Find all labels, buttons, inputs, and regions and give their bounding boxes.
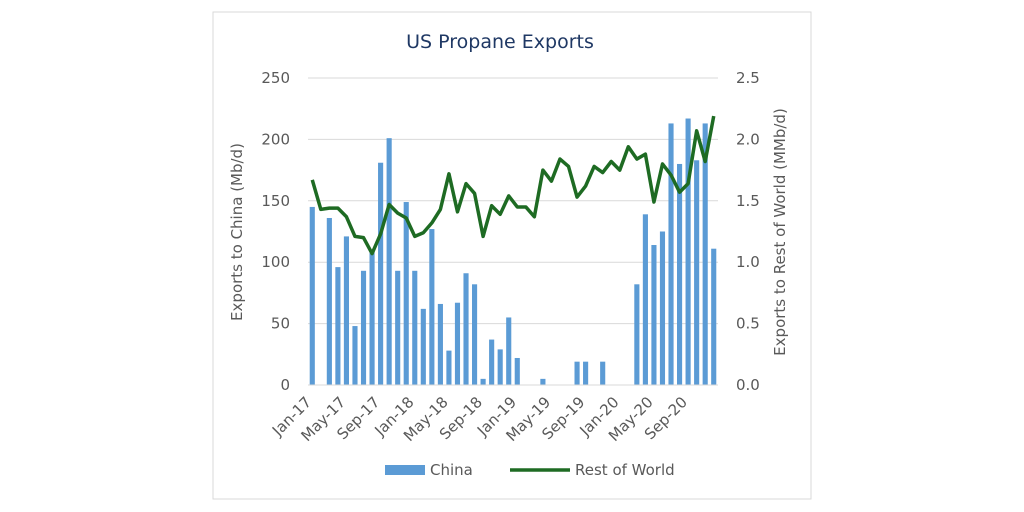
bar [702, 123, 708, 385]
bar [352, 326, 358, 385]
bar [677, 163, 683, 385]
line [310, 115, 716, 256]
bar [711, 248, 717, 385]
bar [540, 378, 546, 385]
chart-title: US Propane Exports [406, 31, 594, 53]
bar [437, 303, 443, 385]
bar [574, 361, 580, 385]
bar [335, 267, 341, 385]
y-tick-label: 50 [271, 315, 290, 333]
bar [480, 378, 486, 385]
bar [454, 302, 461, 385]
bar [694, 160, 700, 385]
legend-swatch [385, 465, 425, 475]
bar [343, 236, 349, 385]
y2-tick-label: 2.0 [736, 130, 760, 148]
y-tick-label: 250 [261, 69, 290, 87]
bar [429, 229, 435, 385]
bar [309, 206, 315, 385]
bar [360, 270, 367, 385]
bar [685, 118, 691, 386]
bar [446, 350, 452, 385]
bar [514, 357, 520, 385]
bar [369, 249, 375, 385]
y-axis-label: Exports to China (Mb/d) [228, 143, 246, 321]
y2-tick-label: 1.0 [736, 253, 760, 271]
y-tick-label: 100 [261, 253, 290, 271]
bar [326, 217, 332, 385]
y-tick-label: 200 [261, 130, 290, 148]
y2-tick-label: 1.5 [736, 192, 760, 210]
bar [386, 138, 392, 385]
bar [497, 349, 503, 385]
bar [463, 273, 469, 385]
bar [668, 123, 674, 385]
bar [472, 284, 478, 385]
y-tick-label: 0 [280, 376, 290, 394]
bar [412, 270, 418, 385]
y2-tick-label: 0.0 [736, 376, 760, 394]
y2-axis-label: Exports to Rest of World (MMb/d) [771, 108, 789, 356]
bar [642, 214, 648, 385]
bar [378, 162, 384, 385]
y2-tick-label: 0.5 [736, 315, 760, 333]
bar [403, 202, 409, 385]
bar [420, 308, 426, 385]
bar [634, 284, 640, 385]
bar [506, 317, 512, 385]
bar [651, 245, 657, 385]
legend-label: Rest of World [575, 461, 675, 479]
bar [583, 361, 589, 385]
y2-tick-label: 2.5 [736, 69, 760, 87]
bar [489, 339, 495, 385]
legend-label: China [430, 461, 473, 479]
y-tick-label: 150 [261, 192, 290, 210]
bar [659, 231, 666, 385]
bar [395, 270, 401, 385]
bar [600, 361, 606, 385]
